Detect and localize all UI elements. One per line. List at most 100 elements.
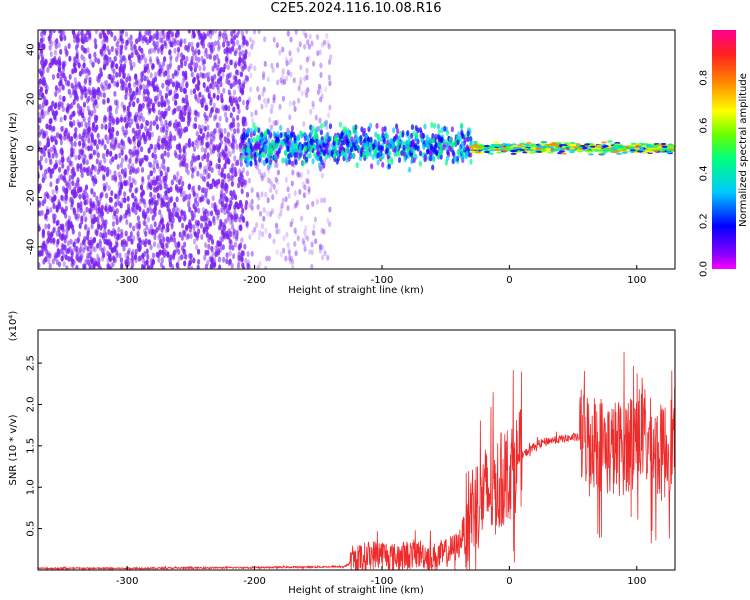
spectrogram-cell [87,145,91,152]
spectrogram-cell [160,67,164,74]
spectrogram-cell [264,130,268,137]
spectrogram-cell [174,125,178,132]
snr-y-label: SNR (10 * v/v) [8,414,19,485]
spectrogram-cell [241,83,245,90]
spectrogram-cell [456,149,460,156]
spectrogram-cell [129,34,133,41]
spectrogram-cell [141,253,145,259]
spectrogram-cell [395,123,399,130]
spectrogram-cell [109,158,113,165]
spectrogram-cell [310,263,314,269]
spectrogram-cell [75,179,80,186]
spectrogram-cell [511,149,518,152]
spectrogram-cell [85,36,89,43]
spectrogram-cell [158,209,162,216]
spectrogram-cell [71,166,75,173]
spectrogram-cell [326,254,330,261]
spectrogram-cell [245,191,250,198]
spectrogram-cell [63,130,67,137]
spectrogram-cell [196,111,200,118]
spectrogram-cell [115,71,119,78]
spectrogram-cell [123,241,127,247]
spectrogram-cell [84,223,88,230]
spectrogram-cell [118,216,122,223]
spectrogram-cell [188,260,192,267]
spectrogram-cell [173,135,177,142]
spectrogram-cell [187,30,191,34]
spectrogram-cell [79,85,83,92]
spectrogram-cell [89,206,93,213]
spectrogram-cell [196,264,200,269]
spectrogram-cell [145,96,149,102]
spectrogram-cell [49,159,53,166]
spectrogram-x-tick-label: -300 [116,275,139,286]
spectrogram-cell [38,78,43,84]
spectrogram-cell [133,179,137,186]
spectrogram-cell [102,98,106,105]
spectrogram-cell [192,224,196,231]
spectrogram-cell [170,135,174,142]
spectrogram-cell [141,102,145,109]
spectrogram-cell [368,122,373,129]
spectrogram-cell [146,79,151,86]
spectrogram-cell [310,249,314,256]
spectrogram-cell [308,152,312,159]
spectrogram-cell [120,101,124,108]
spectrogram-cell [132,101,136,108]
spectrogram-cell [84,216,88,223]
spectrogram-cell [307,186,311,192]
spectrogram-cell [197,207,201,214]
spectrogram-cell [127,163,131,170]
spectrogram-cell [196,84,200,91]
spectrogram-cell [167,196,171,203]
spectrogram-cell [113,210,117,217]
spectrogram-cell [138,45,142,52]
spectrogram-cell [223,209,227,216]
snr-frame [37,329,676,571]
spectrogram-cell [52,239,56,246]
spectrogram-cell [120,30,124,37]
spectrogram-cell [69,196,74,203]
spectrogram-cell [203,125,207,132]
spectrogram-cell [233,128,237,135]
spectrogram-cell [60,126,64,132]
spectrogram-cell [182,76,186,83]
spectrogram-cell [89,243,93,249]
spectrogram-cell [113,245,117,252]
spectrogram-cell [100,84,104,91]
spectrogram-cell [324,138,328,144]
spectrogram-cell [99,91,103,98]
spectrogram-cell [162,33,166,40]
spectrogram-cell [191,153,195,160]
spectrogram-cell [294,30,298,35]
spectrogram-cell [107,185,111,192]
spectrogram-cell [114,176,118,183]
spectrogram-cell [228,151,232,158]
spectrogram-cell [584,149,591,153]
spectrogram-cell [338,121,342,128]
spectrogram-cell [232,40,236,47]
spectrogram-cell [103,52,107,59]
spectrogram-cell [192,191,196,198]
spectrogram-cell [326,40,330,47]
spectrogram-cell [238,199,243,206]
spectrogram-cell [240,188,244,195]
spectrogram-cell [335,134,339,141]
spectrogram-cell [563,142,570,145]
spectrogram-cell [176,261,180,268]
spectrogram-cell [58,159,62,166]
spectrogram-cell [93,246,97,253]
spectrogram-cell [540,141,547,144]
spectrogram-cell [43,144,47,151]
spectrogram-cell [103,238,107,245]
spectrogram-cell [322,39,327,46]
spectrogram-cell [227,89,231,96]
spectrogram-cell [665,151,672,154]
spectrogram-cell [224,56,228,62]
spectrogram-cell [320,172,324,179]
spectrogram-cell [164,143,168,150]
spectrogram-cell [55,178,59,185]
spectrogram-cell [286,69,290,76]
snr-x-ticks: -300 -200 -100 0 100 [116,566,646,587]
spectrogram-cell [237,176,241,183]
